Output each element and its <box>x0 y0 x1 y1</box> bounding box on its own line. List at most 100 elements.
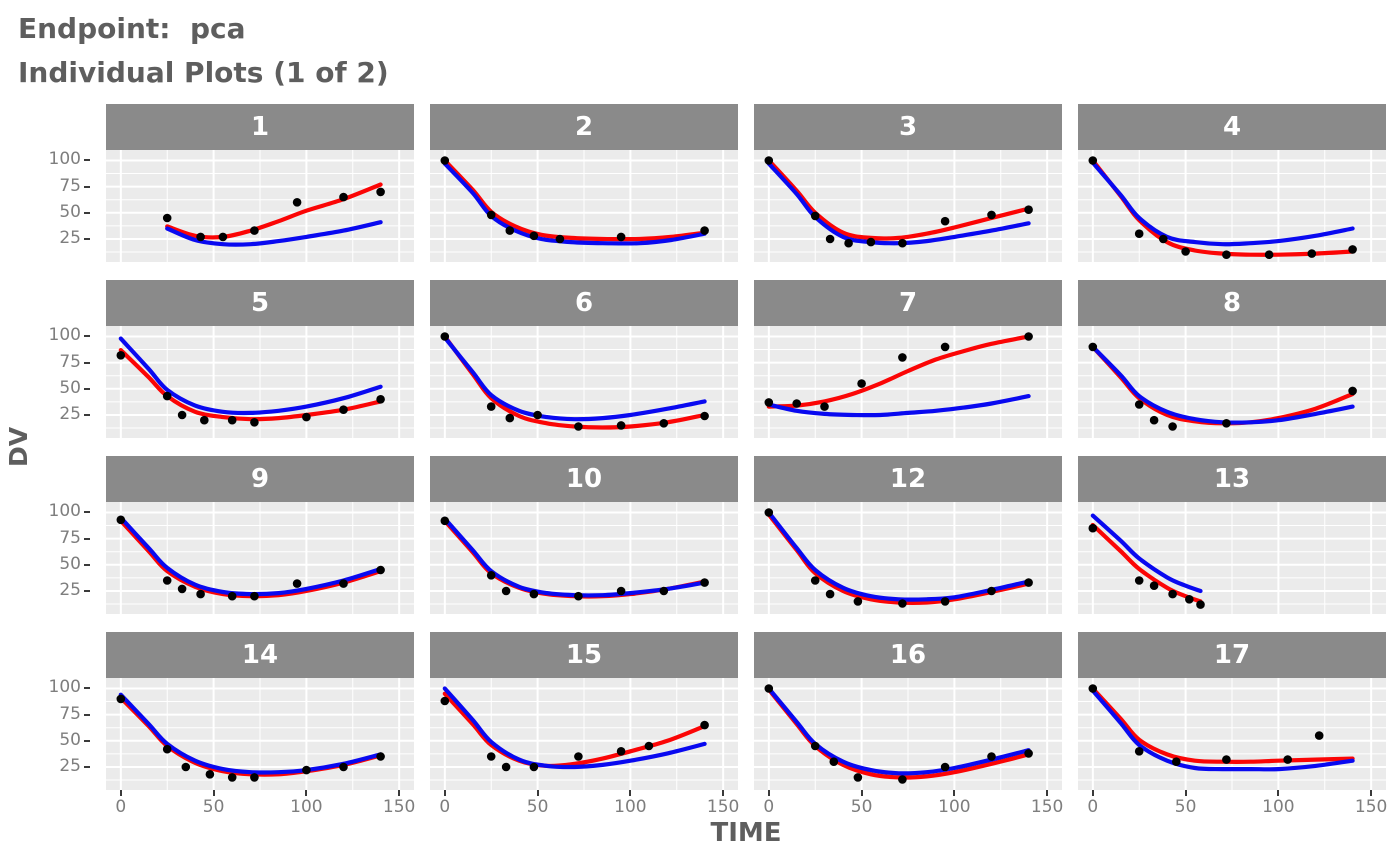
observed-point <box>1222 755 1231 764</box>
blue-line <box>118 692 383 775</box>
x-axis-row: 0 50 100 150 0 50 100 150 0 50 100 150 0 50 100 150 <box>106 790 1387 818</box>
red-line <box>442 158 707 242</box>
observed-points <box>1088 523 1205 609</box>
observed-point <box>574 752 583 761</box>
observed-point <box>644 741 654 751</box>
blue-line <box>442 686 707 770</box>
observed-point <box>1172 757 1181 766</box>
observed-point <box>533 410 542 420</box>
observed-point <box>250 418 259 427</box>
x-tick-label: 50 <box>202 797 225 817</box>
gridlines <box>106 678 414 790</box>
observed-point <box>116 694 126 704</box>
x-tick-label: 0 <box>115 797 127 817</box>
x-tick-mark <box>1091 790 1094 796</box>
observed-point <box>205 770 215 779</box>
observed-point <box>339 762 348 772</box>
observed-point <box>162 213 172 223</box>
gridlines <box>106 150 414 262</box>
y-tick-mark <box>84 413 90 416</box>
observed-point <box>505 413 515 423</box>
facet-plot-9 <box>106 502 414 614</box>
red-line <box>1090 686 1355 764</box>
observed-point <box>1088 342 1098 352</box>
observed-point <box>825 589 835 599</box>
observed-point <box>339 405 348 414</box>
observed-points <box>764 508 1033 608</box>
x-tick-label: 0 <box>763 797 775 817</box>
observed-point <box>940 216 950 226</box>
y-tick-label: 25 <box>59 579 81 600</box>
observed-point <box>898 238 907 248</box>
x-tick-mark <box>119 790 122 796</box>
facet-strip-label: 6 <box>430 280 738 326</box>
observed-point <box>987 586 996 596</box>
observed-point <box>486 752 496 761</box>
x-axis-title: TIME <box>710 818 782 848</box>
x-tick-label: 100 <box>614 797 647 817</box>
observed-points <box>440 516 709 601</box>
observed-point <box>616 586 626 596</box>
facet-panel-3: 3 <box>754 104 1062 262</box>
facet-plot-15 <box>430 678 738 790</box>
facet-strip-label: 9 <box>106 456 414 502</box>
observed-point <box>764 398 774 407</box>
y-tick-mark <box>84 589 90 592</box>
observed-point <box>162 391 172 401</box>
y-tick-mark <box>84 211 90 214</box>
blue-line <box>766 686 1031 776</box>
y-tick-mark <box>84 335 90 338</box>
observed-point <box>1024 332 1033 341</box>
observed-point <box>898 599 907 608</box>
observed-point <box>616 232 626 242</box>
observed-point <box>764 156 774 165</box>
x-tick-label: 50 <box>526 797 549 817</box>
y-tick-mark <box>84 739 90 742</box>
facet-strip-label: 5 <box>106 280 414 326</box>
x-tick-mark <box>1370 790 1373 796</box>
observed-point <box>792 399 801 408</box>
observed-point <box>700 720 709 730</box>
observed-point <box>181 762 191 772</box>
y-axis-labels-row-2: 100 75 50 25 <box>20 280 90 438</box>
x-tick-mark <box>722 790 725 796</box>
facet-plot-17 <box>1078 678 1386 790</box>
y-tick-label: 100 <box>48 325 81 346</box>
observed-point <box>227 591 237 601</box>
observed-point <box>987 210 996 220</box>
observed-point <box>844 238 853 248</box>
facet-grid: 100 75 50 25 1 2 3 4 100 75 50 25 5 6 7 8 100 75 50 25 9 10 12… <box>20 104 1386 790</box>
observed-point <box>1134 747 1144 756</box>
facet-panel-12: 12 <box>754 456 1062 614</box>
observed-point <box>440 516 450 526</box>
observed-point <box>1196 600 1205 609</box>
observed-point <box>574 422 583 431</box>
observed-point <box>505 226 515 235</box>
blue-line <box>766 510 1031 602</box>
observed-point <box>1134 576 1144 585</box>
facet-panel-5: 5 <box>106 280 414 438</box>
observed-point <box>1185 595 1194 604</box>
facet-plot-6 <box>430 326 738 438</box>
facet-strip-label: 13 <box>1078 456 1386 502</box>
facet-panel-15: 15 <box>430 632 738 790</box>
x-tick-mark <box>1184 790 1187 796</box>
y-tick-label: 75 <box>59 527 81 548</box>
facet-panel-9: 9 <box>106 456 414 614</box>
x-tick-mark <box>305 790 308 796</box>
facet-strip-label: 17 <box>1078 632 1386 678</box>
x-tick-label: 0 <box>439 797 451 817</box>
observed-point <box>292 579 302 588</box>
plot-title: Endpoint: pca <box>18 12 246 45</box>
observed-point <box>898 775 907 784</box>
observed-point <box>1088 523 1098 533</box>
observed-points <box>116 694 385 782</box>
observed-point <box>1314 731 1324 740</box>
observed-point <box>227 415 237 425</box>
y-tick-label: 100 <box>48 501 81 522</box>
observed-point <box>529 589 539 599</box>
facet-plot-7 <box>754 326 1062 438</box>
observed-point <box>196 589 205 599</box>
facet-strip-label: 14 <box>106 632 414 678</box>
